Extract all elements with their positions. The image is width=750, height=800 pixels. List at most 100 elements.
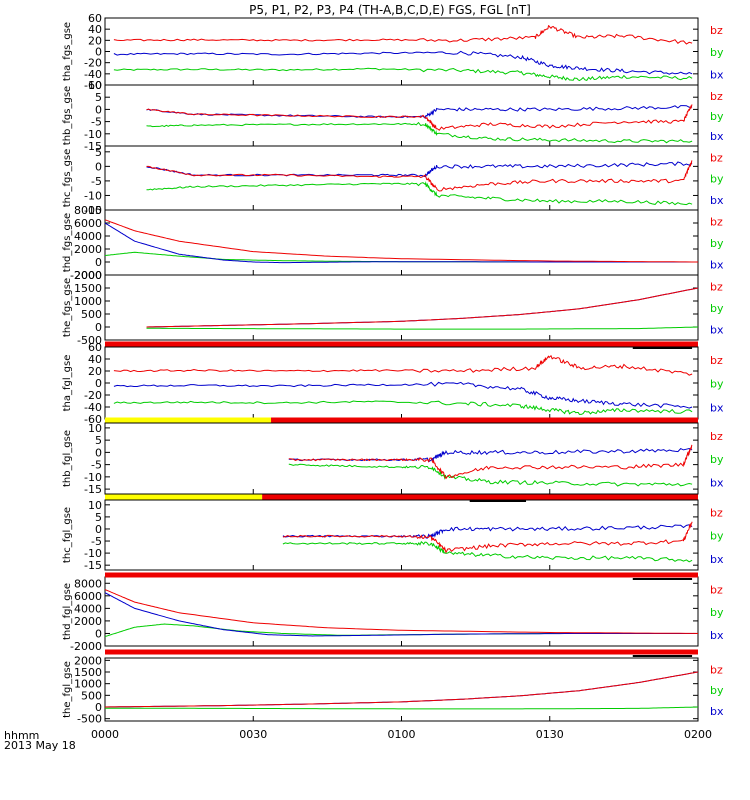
status-segment-red [105, 341, 698, 347]
panel-frame [104, 346, 699, 420]
series-by-line [105, 706, 699, 710]
legend-bx: bx [710, 477, 724, 490]
series-by-line [146, 181, 693, 206]
series-bz-line [104, 671, 699, 708]
y-tick-label: -10 [84, 471, 102, 484]
status-segment-red [105, 649, 698, 655]
y-tick-label: 6000 [74, 590, 102, 603]
y-tick-label: 0 [95, 321, 102, 334]
legend-by: by [710, 173, 724, 186]
y-axis-label: tha_fgs_gse [62, 22, 73, 81]
status-bar-2 [105, 417, 698, 423]
y-axis-label: the_fgs_gse [62, 278, 73, 337]
y-axis-label: the_fgl_gse [62, 661, 73, 718]
legend-bz: bz [710, 152, 723, 165]
panel-frame [104, 84, 699, 147]
y-tick-label: 0 [95, 160, 102, 173]
y-tick-label: -15 [84, 204, 102, 217]
series-bx-line [146, 105, 693, 120]
y-tick-label: 0 [95, 627, 102, 640]
legend-bx: bx [710, 130, 724, 143]
figure-title: P5, P1, P2, P3, P4 (TH-A,B,C,D,E) FGS, F… [249, 3, 531, 17]
status-bars [105, 341, 698, 657]
y-tick-label: -5 [91, 175, 102, 188]
y-tick-label: -20 [84, 389, 102, 402]
y-tick-label: -5 [91, 116, 102, 129]
x-tick-label: 0000 [91, 728, 119, 741]
legend-bx: bx [710, 553, 724, 566]
series-bz-line [113, 24, 693, 45]
legend-by: by [710, 378, 724, 391]
y-tick-label: 10 [88, 422, 102, 435]
y-tick-label: 1000 [74, 295, 102, 308]
y-tick-label: 8000 [74, 577, 102, 590]
legend-bz: bz [710, 216, 723, 229]
y-axis-label: thd_fgs_gse [62, 213, 73, 272]
series-by-line [146, 121, 693, 144]
legend-bz: bz [710, 663, 723, 676]
legend-bx: bx [710, 705, 724, 718]
y-tick-label: -40 [84, 401, 102, 414]
y-tick-label: 20 [88, 34, 102, 47]
legend-by: by [710, 530, 724, 543]
panel-frame [104, 422, 699, 495]
y-tick-label: -10 [84, 189, 102, 202]
panel-frame [104, 17, 699, 86]
y-tick-label: 2000 [74, 243, 102, 256]
legend-bz: bz [710, 24, 723, 37]
y-tick-label: 2000 [74, 654, 102, 667]
y-axis-label: thb_fgs_gse [62, 86, 73, 145]
y-tick-label: 0 [95, 103, 102, 116]
x-tick-label: 0030 [239, 728, 267, 741]
x-tick-label: 0100 [388, 728, 416, 741]
y-axis-label: thd_fgl_gse [62, 583, 73, 640]
time-axis-labels: 0000 0030 0100 0130 0200 [91, 728, 712, 741]
status-segment-red [271, 417, 698, 423]
legend-bz: bz [710, 281, 723, 294]
legend-by: by [710, 606, 724, 619]
y-tick-label: -40 [84, 68, 102, 81]
y-tick-label: 5 [95, 511, 102, 524]
series-bx-line [104, 222, 698, 264]
y-tick-label: 0 [95, 446, 102, 459]
date-label: 2013 May 18 [4, 739, 76, 752]
y-tick-label: 2000 [74, 615, 102, 628]
y-tick-label: -15 [84, 483, 102, 496]
series-bx-line [282, 524, 693, 539]
y-tick-label: 2000 [74, 269, 102, 282]
status-mark [632, 578, 693, 580]
panel-frame [104, 274, 699, 341]
y-tick-label: 0 [95, 377, 102, 390]
panel-frame [104, 145, 699, 211]
y-tick-label: 500 [81, 689, 102, 702]
series-bx-line [146, 161, 693, 178]
legend-by: by [710, 110, 724, 123]
legend-by: by [710, 453, 724, 466]
status-segment-red [262, 494, 698, 500]
y-tick-label: 6000 [74, 217, 102, 230]
y-tick-label: 1500 [74, 282, 102, 295]
y-tick-label: -20 [84, 57, 102, 70]
legend-bx: bx [710, 629, 724, 642]
panel-frame [104, 657, 699, 722]
y-tick-label: -10 [84, 128, 102, 141]
y-tick-label: 10 [88, 79, 102, 92]
y-tick-label: 0 [95, 523, 102, 536]
status-segment-yellow [105, 417, 272, 423]
series-bx-line [288, 447, 693, 463]
series-bz-line [146, 287, 699, 328]
legend-bx: bx [710, 401, 724, 414]
legend-bz: bz [710, 90, 723, 103]
series-bz-line [288, 444, 693, 480]
y-tick-label: -5 [91, 535, 102, 548]
series-by-line [113, 400, 693, 415]
y-tick-label: 1000 [74, 678, 102, 691]
legend-bx: bx [710, 68, 724, 81]
